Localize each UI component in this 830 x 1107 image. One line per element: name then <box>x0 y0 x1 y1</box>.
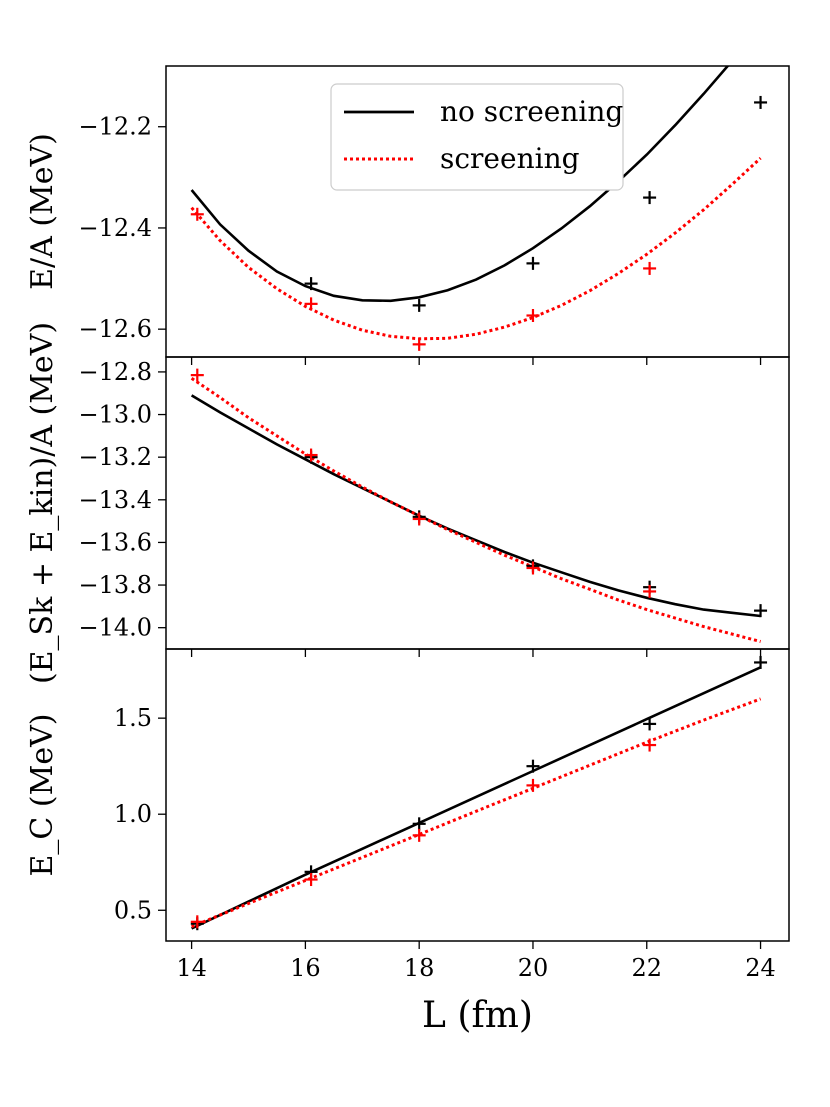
y-tick-label: −13.8 <box>78 571 152 599</box>
series-line-screening <box>190 377 761 643</box>
data-point-no-screening <box>754 95 768 109</box>
data-point-screening <box>643 584 657 598</box>
data-point-screening <box>526 561 540 575</box>
data-point-screening <box>643 261 657 275</box>
data-point-no-screening <box>304 277 318 291</box>
y-tick-label: −12.8 <box>78 358 152 386</box>
y-tick-label: −12.2 <box>78 113 152 141</box>
panel-top: −12.2 −12.4 −12.6 E/A (MeV) no screening scre… <box>25 65 790 365</box>
data-point-no-screening <box>412 817 426 831</box>
legend-box <box>330 83 624 191</box>
x-tick-label: 18 <box>404 954 435 982</box>
data-point-screening <box>643 738 657 752</box>
data-point-no-screening <box>526 759 540 773</box>
data-point-screening <box>412 337 426 351</box>
panel-middle: −12.8 −13.0 −13.2 −13.4 −13.6 −13.8 −14.0 (E_Sk… <box>25 322 790 684</box>
y-tick-label: −12.4 <box>78 214 152 242</box>
data-point-no-screening <box>643 191 657 205</box>
data-point-screening <box>304 448 318 462</box>
data-point-screening <box>190 368 204 382</box>
legend-label-screening: screening <box>440 142 580 175</box>
data-point-no-screening <box>754 604 768 618</box>
panel-frame <box>165 356 790 650</box>
y-tick-label: 1.0 <box>114 800 152 828</box>
x-tick-label: 24 <box>745 954 776 982</box>
data-point-screening <box>526 309 540 323</box>
data-point-no-screening <box>412 298 426 312</box>
series-line-no-screening <box>190 66 730 303</box>
data-point-screening <box>304 873 318 887</box>
y-tick-label: −13.0 <box>78 401 152 429</box>
data-point-no-screening <box>526 256 540 270</box>
y-tick-label: −13.2 <box>78 443 152 471</box>
y-tick-label: 0.5 <box>114 896 152 924</box>
y-tick-label: 1.5 <box>114 704 152 732</box>
series-line-screening <box>190 156 762 341</box>
y-tick-label: −12.6 <box>78 315 152 343</box>
x-tick-label: 20 <box>518 954 549 982</box>
series-line-no-screening <box>190 394 761 618</box>
x-tick-label: 22 <box>631 954 662 982</box>
y-axis-label: (E_Sk + E_kin)/A (MeV) <box>25 322 60 684</box>
data-point-no-screening <box>643 717 657 731</box>
x-tick-label: 14 <box>176 954 207 982</box>
series-line-no-screening <box>191 666 762 930</box>
series-lines <box>190 377 761 643</box>
legend-label-no-screening: no screening <box>440 95 623 128</box>
series-lines <box>190 66 762 341</box>
y-tick-label: −13.6 <box>78 528 152 556</box>
data-point-screening <box>304 297 318 311</box>
y-axis-label: E/A (MeV) <box>25 133 60 290</box>
series-lines <box>191 666 762 930</box>
panel-bottom: 0.5 1.0 1.5 14 16 18 20 22 24 E_C (MeV) L (fm) <box>25 648 790 1036</box>
data-point-screening <box>190 207 204 221</box>
data-point-no-screening <box>754 655 768 669</box>
y-axis-label: E_C (MeV) <box>25 714 60 877</box>
data-point-screening <box>526 778 540 792</box>
data-point-screening <box>412 512 426 526</box>
x-axis-label: L (fm) <box>422 995 533 1036</box>
data-point-screening <box>412 828 426 842</box>
y-tick-label: −14.0 <box>78 614 152 642</box>
data-point-screening <box>190 915 204 929</box>
legend: no screening screening <box>330 83 624 191</box>
x-tick-label: 16 <box>290 954 321 982</box>
series-line-screening <box>191 697 762 928</box>
panel-frame <box>165 648 790 942</box>
y-tick-label: −13.4 <box>78 486 152 514</box>
